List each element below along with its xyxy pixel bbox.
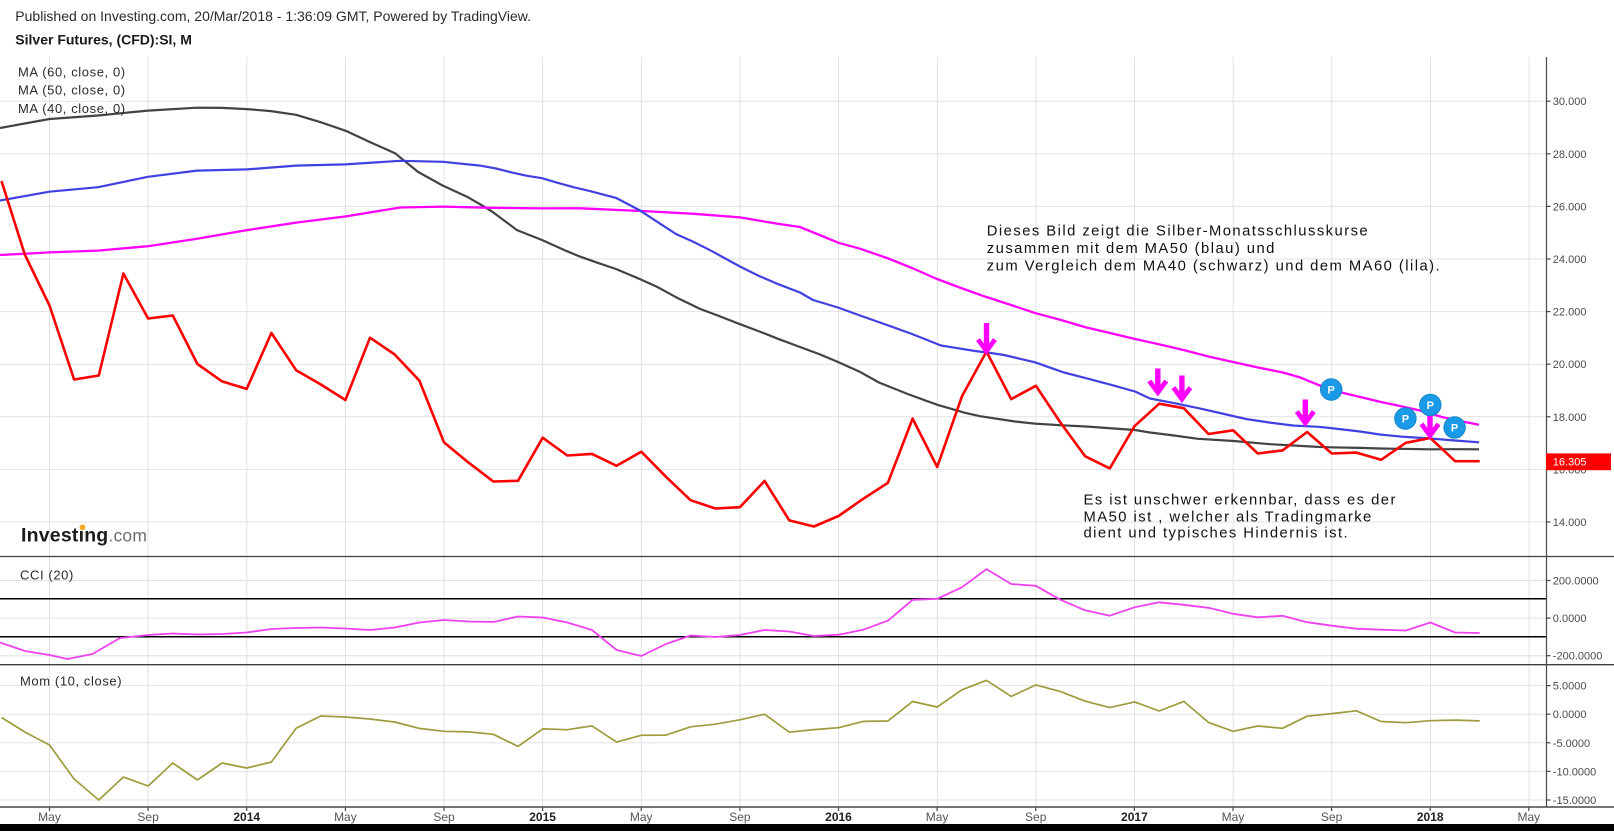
svg-text:22.000: 22.000 <box>1553 307 1587 319</box>
svg-text:Dieses Bild zeigt die Silber-M: Dieses Bild zeigt die Silber-Monatsschlu… <box>987 223 1369 239</box>
svg-text:18.000: 18.000 <box>1553 412 1587 424</box>
svg-text:dient und typisches Hindernis: dient und typisches Hindernis ist. <box>1084 526 1350 542</box>
svg-text:2016: 2016 <box>825 810 852 824</box>
svg-text:Sep: Sep <box>729 810 751 824</box>
svg-text:30.000: 30.000 <box>1553 96 1587 108</box>
svg-text:-5.0000: -5.0000 <box>1553 738 1590 750</box>
svg-text:MA (60, close, 0): MA (60, close, 0) <box>18 65 126 80</box>
svg-text:28.000: 28.000 <box>1553 149 1587 161</box>
svg-text:-200.0000: -200.0000 <box>1553 651 1603 663</box>
svg-text:16.305: 16.305 <box>1553 457 1587 469</box>
svg-text:P: P <box>1451 423 1458 435</box>
svg-text:2014: 2014 <box>233 810 260 824</box>
svg-text:Sep: Sep <box>1321 810 1343 824</box>
svg-text:2017: 2017 <box>1121 810 1148 824</box>
svg-text:0.0000: 0.0000 <box>1553 613 1587 625</box>
svg-text:Sep: Sep <box>1025 810 1047 824</box>
svg-text:2015: 2015 <box>529 810 556 824</box>
svg-text:May: May <box>334 810 357 824</box>
svg-text:MA50 ist , welcher als Trading: MA50 ist , welcher als Tradingmarke <box>1084 510 1373 526</box>
svg-text:Published on Investing.com, 20: Published on Investing.com, 20/Mar/2018 … <box>15 8 531 24</box>
svg-text:-15.0000: -15.0000 <box>1553 795 1596 807</box>
svg-text:Sep: Sep <box>137 810 159 824</box>
svg-text:2018: 2018 <box>1417 810 1444 824</box>
svg-text:May: May <box>38 810 61 824</box>
svg-text:MA (40, close, 0): MA (40, close, 0) <box>18 101 126 116</box>
svg-text:MA (50, close, 0): MA (50, close, 0) <box>18 83 126 98</box>
svg-text:Silver Futures, (CFD):SI, M: Silver Futures, (CFD):SI, M <box>15 32 192 48</box>
svg-text:24.000: 24.000 <box>1553 254 1587 266</box>
svg-text:200.0000: 200.0000 <box>1553 576 1599 588</box>
svg-text:Investıng.com: Investıng.com <box>21 525 147 547</box>
svg-text:zum Vergleich dem MA40 (schwar: zum Vergleich dem MA40 (schwarz) und dem… <box>987 258 1441 274</box>
svg-text:-10.0000: -10.0000 <box>1553 766 1596 778</box>
svg-text:14.000: 14.000 <box>1553 517 1587 529</box>
svg-text:P: P <box>1402 414 1409 426</box>
svg-text:0.0000: 0.0000 <box>1553 709 1587 721</box>
svg-text:Es ist unschwer erkennbar, das: Es ist unschwer erkennbar, dass es der <box>1084 492 1397 508</box>
svg-text:Mom (10, close): Mom (10, close) <box>20 674 122 689</box>
svg-text:May: May <box>926 810 949 824</box>
svg-text:20.000: 20.000 <box>1553 359 1587 371</box>
svg-text:5.0000: 5.0000 <box>1553 681 1587 693</box>
svg-text:P: P <box>1427 400 1434 412</box>
svg-text:CCI (20): CCI (20) <box>20 568 74 583</box>
svg-text:26.000: 26.000 <box>1553 201 1587 213</box>
svg-text:zusammen mit dem MA50 (blau) u: zusammen mit dem MA50 (blau) und <box>987 241 1276 257</box>
svg-text:May: May <box>1222 810 1245 824</box>
svg-text:May: May <box>1517 810 1540 824</box>
svg-text:P: P <box>1328 385 1335 397</box>
svg-text:Sep: Sep <box>433 810 455 824</box>
svg-text:May: May <box>630 810 653 824</box>
